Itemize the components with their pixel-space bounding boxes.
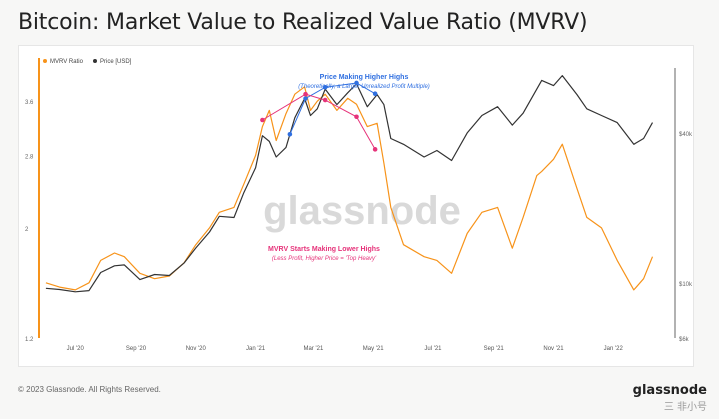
x-tick-label: Nov '21	[543, 346, 564, 352]
x-tick-label: Jul '20	[67, 346, 85, 352]
pink-annotation-point	[260, 117, 265, 123]
legend-label-mvrv: MVRV Ratio	[50, 59, 84, 65]
chart-panel: 1.2 2 2.8 3.6 $6k $10k $40k Jul '20 Sep '20 Nov '…	[18, 45, 694, 367]
corner-watermark: 三 非小号	[663, 402, 707, 413]
pink-annotation-point	[322, 97, 328, 103]
legend-marker-price	[93, 59, 97, 63]
y-left-tick-label: 2	[25, 227, 29, 233]
blue-annotation-point	[287, 131, 293, 137]
annotation-blue-subtitle: (Theoretically, a Larger Unrealized Prof…	[298, 84, 430, 90]
x-tick-label: Jan '21	[246, 346, 266, 352]
series-line-price	[45, 75, 654, 293]
blue-annotation-point	[322, 85, 328, 90]
page-title: Bitcoin: Market Value to Realized Value …	[18, 10, 588, 35]
y-right-tick-label: $6k	[679, 337, 690, 343]
annotation-pink-title: MVRV Starts Making Lower Highs	[268, 246, 380, 253]
annotation-pink-subtitle: (Less Profit, Higher Price = 'Top Heavy'	[272, 256, 377, 262]
blue-annotation-point	[354, 80, 359, 86]
y-right-tick-label: $40k	[679, 132, 693, 138]
y-right-tick-label: $10k	[679, 282, 693, 288]
glassnode-watermark: glassnode	[263, 189, 461, 233]
x-tick-label: May '21	[363, 346, 384, 352]
x-tick-label: Nov '20	[186, 346, 207, 352]
blue-annotation-point	[303, 96, 308, 101]
glassnode-logo[interactable]: glassnode	[632, 383, 707, 398]
legend-label-price: Price [USD]	[100, 59, 132, 65]
mvrv-chart: 1.2 2 2.8 3.6 $6k $10k $40k Jul '20 Sep '20 Nov '…	[25, 58, 693, 352]
series-line-mvrv	[45, 86, 654, 291]
y-left-tick-label: 2.8	[25, 154, 34, 160]
x-tick-label: Sep '20	[126, 346, 147, 352]
legend-marker-mvrv	[43, 59, 47, 63]
blue-annotation-point	[372, 91, 378, 96]
copyright-text: © 2023 Glassnode. All Rights Reserved.	[18, 385, 161, 394]
annotation-blue-title: Price Making Higher Highs	[320, 74, 409, 81]
pink-annotation-point	[372, 147, 378, 152]
pink-annotation-point	[354, 114, 359, 120]
x-tick-label: Jul '21	[424, 346, 442, 352]
pink-annotation-point	[303, 91, 308, 97]
x-tick-label: Mar '21	[303, 346, 323, 352]
y-left-tick-label: 1.2	[25, 337, 34, 343]
pink-trend-line	[262, 93, 376, 150]
x-tick-label: Jan '22	[604, 346, 624, 352]
x-tick-label: Sep '21	[484, 346, 505, 352]
y-left-tick-label: 3.6	[25, 100, 34, 106]
